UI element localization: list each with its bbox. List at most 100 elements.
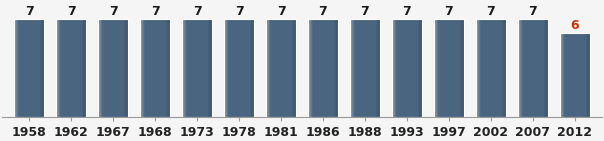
Bar	[71, 19, 72, 117]
Bar	[233, 19, 234, 117]
Bar	[501, 19, 502, 117]
Bar	[153, 19, 154, 117]
Bar	[525, 19, 527, 117]
Bar	[483, 19, 484, 117]
Bar	[323, 19, 324, 117]
Bar	[158, 19, 159, 117]
Bar	[194, 19, 195, 117]
Bar	[579, 33, 580, 117]
Bar	[268, 19, 269, 117]
Bar	[539, 19, 540, 117]
Bar	[202, 19, 203, 117]
Bar	[355, 19, 356, 117]
Bar	[441, 19, 442, 117]
Bar	[462, 19, 463, 117]
Bar	[527, 19, 528, 117]
Bar	[403, 19, 404, 117]
Bar	[350, 19, 351, 117]
Bar	[489, 19, 490, 117]
Bar	[582, 33, 583, 117]
Bar	[161, 19, 162, 117]
Bar	[544, 19, 545, 117]
Bar	[269, 19, 270, 117]
Bar	[538, 19, 539, 117]
Bar	[333, 19, 334, 117]
Bar	[392, 19, 393, 117]
Bar	[319, 19, 320, 117]
Text: 7: 7	[402, 5, 411, 18]
Bar	[412, 19, 413, 117]
Bar	[400, 19, 401, 117]
Bar	[234, 19, 235, 117]
Bar	[145, 19, 146, 117]
Bar	[542, 19, 543, 117]
Bar	[395, 19, 396, 117]
Bar	[543, 19, 544, 117]
Bar	[279, 19, 280, 117]
Bar	[451, 19, 452, 117]
Bar	[146, 19, 147, 117]
Bar	[237, 19, 238, 117]
Bar	[419, 19, 420, 117]
Bar	[232, 19, 233, 117]
Bar	[499, 19, 500, 117]
Bar	[493, 19, 494, 117]
Bar	[442, 19, 443, 117]
Bar	[480, 19, 481, 117]
Bar	[498, 19, 499, 117]
Bar	[117, 19, 118, 117]
Bar	[252, 19, 253, 117]
Bar	[521, 19, 522, 117]
Bar	[167, 19, 169, 117]
Bar	[482, 19, 483, 117]
Bar	[274, 19, 275, 117]
Bar	[204, 19, 205, 117]
Bar	[547, 19, 548, 117]
Bar	[147, 19, 148, 117]
Bar	[106, 19, 107, 117]
Bar	[224, 19, 254, 117]
Bar	[30, 19, 31, 117]
Bar	[276, 19, 277, 117]
Bar	[533, 19, 534, 117]
Bar	[365, 19, 366, 117]
Bar	[376, 19, 377, 117]
Bar	[336, 19, 337, 117]
Bar	[277, 19, 278, 117]
Bar	[308, 19, 338, 117]
Bar	[121, 19, 122, 117]
Bar	[420, 19, 421, 117]
Bar	[394, 19, 395, 117]
Bar	[362, 19, 363, 117]
Bar	[98, 19, 128, 117]
Bar	[165, 19, 166, 117]
Bar	[206, 19, 207, 117]
Bar	[68, 19, 69, 117]
Bar	[99, 19, 100, 117]
Bar	[492, 19, 493, 117]
Bar	[36, 19, 37, 117]
Bar	[245, 19, 246, 117]
Bar	[571, 33, 573, 117]
Bar	[122, 19, 123, 117]
Bar	[367, 19, 368, 117]
Bar	[162, 19, 163, 117]
Bar	[494, 19, 495, 117]
Bar	[522, 19, 524, 117]
Bar	[159, 19, 160, 117]
Bar	[406, 19, 407, 117]
Bar	[477, 19, 478, 117]
Bar	[485, 19, 486, 117]
Bar	[484, 19, 485, 117]
Bar	[356, 19, 357, 117]
Bar	[266, 19, 296, 117]
Bar	[363, 19, 364, 117]
Bar	[410, 19, 411, 117]
Bar	[198, 19, 199, 117]
Bar	[328, 19, 329, 117]
Bar	[60, 19, 61, 117]
Bar	[124, 19, 125, 117]
Bar	[332, 19, 333, 117]
Bar	[476, 19, 477, 117]
Bar	[34, 19, 36, 117]
